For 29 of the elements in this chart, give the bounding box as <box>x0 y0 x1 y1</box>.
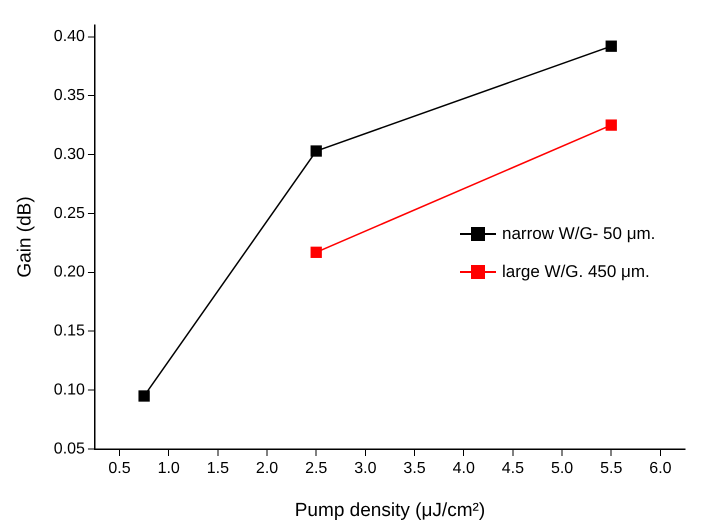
y-tick-label: 0.20 <box>54 264 86 281</box>
point <box>606 119 617 131</box>
x-tick-label: 0.5 <box>108 460 131 478</box>
y-tick-label: 0.35 <box>54 87 86 104</box>
x-tick-label: 1.0 <box>158 460 180 478</box>
legend-label: large W/G. 450 μm. <box>502 262 650 282</box>
y-tick-label: 0.10 <box>54 382 86 399</box>
x-tick-label: 2.5 <box>305 460 328 478</box>
x-tick-label: 5.0 <box>550 460 574 478</box>
x-tick-label: 1.5 <box>206 460 230 478</box>
point <box>310 145 322 157</box>
x-tick-label: 6.0 <box>649 460 672 478</box>
x-axis-title: Pump density (μJ/cm²) <box>294 500 486 521</box>
y-tick-label: 0.30 <box>54 146 86 163</box>
point <box>310 246 322 258</box>
y-tick-label: 0.05 <box>54 440 86 458</box>
legend-label: narrow W/G- 50 μm. <box>502 224 656 244</box>
x-tick-label: 4.5 <box>502 460 524 478</box>
y-axis-title: Gain (dB) <box>14 196 36 278</box>
x-tick-label: 2.0 <box>256 460 278 478</box>
x-tick-label: 5.5 <box>600 460 622 478</box>
x-tick-label: 3.5 <box>403 460 426 478</box>
point <box>138 390 150 402</box>
y-tick-label: 0.40 <box>54 28 86 46</box>
x-tick-label: 3.0 <box>354 460 377 478</box>
x-tick-label: 4.0 <box>452 460 475 478</box>
point <box>606 40 617 52</box>
y-tick-label: 0.25 <box>54 204 86 222</box>
y-tick-label: 0.15 <box>54 322 86 340</box>
